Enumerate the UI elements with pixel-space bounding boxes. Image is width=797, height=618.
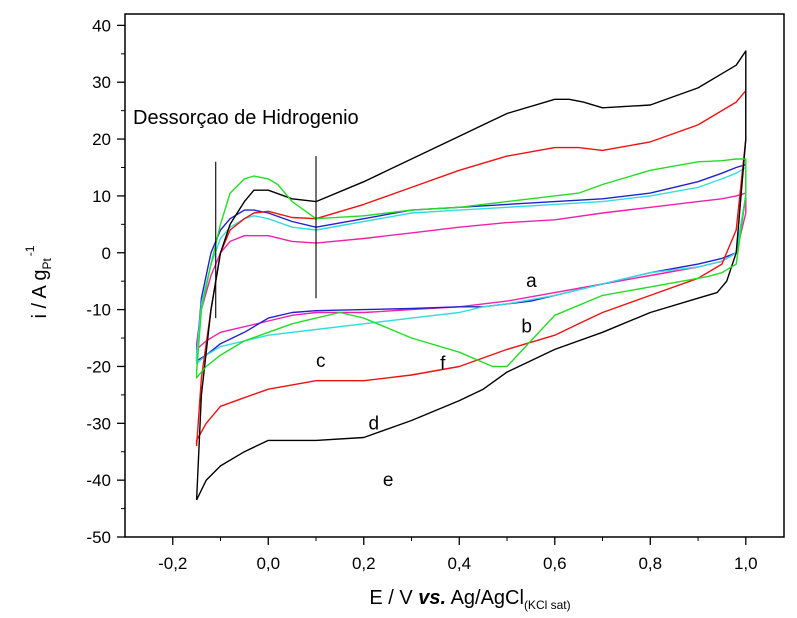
curve-e — [195, 50, 747, 501]
x-tick-label: 0,2 — [352, 554, 376, 573]
x-tick-label: 0,6 — [543, 554, 567, 573]
x-axis-title-reference: Ag/AgCl — [446, 587, 524, 609]
curve-label-d: d — [369, 413, 380, 434]
curve-labels: a b c d e f — [316, 271, 537, 491]
y-tick-label: 30 — [92, 73, 111, 92]
y-axis-title-subscript: Pt — [40, 258, 54, 270]
curve-label-e: e — [383, 470, 394, 491]
x-axis-title: E / V vs. Ag/AgCl(KCl sat) — [369, 587, 570, 612]
y-tick-label: 0 — [102, 244, 111, 263]
x-tick-label: 0,0 — [256, 554, 280, 573]
hydrogen-desorption-annotation: Dessorçao de Hidrogenio — [133, 107, 359, 129]
x-tick-label: 0,8 — [638, 554, 662, 573]
y-axis-title: i / A gPt-1 — [23, 245, 54, 318]
desorption-marker-lines — [215, 156, 317, 319]
x-tick-label: -0,2 — [158, 554, 187, 573]
curve-a — [195, 192, 747, 351]
y-tick-label: -50 — [86, 528, 111, 547]
curve-label-f: f — [440, 354, 446, 375]
x-tick-label: 0,4 — [447, 554, 471, 573]
y-tick-label: -40 — [86, 471, 111, 490]
y-tick-label: -10 — [86, 301, 111, 320]
y-axis-title-main: i / A g — [29, 270, 51, 319]
curve-f — [195, 158, 747, 379]
y-tick-label: 20 — [92, 130, 111, 149]
curve-label-a: a — [526, 271, 537, 292]
y-tick-label: -30 — [86, 414, 111, 433]
x-axis-title-main: E / V — [369, 587, 418, 609]
curve-label-c: c — [316, 351, 326, 372]
x-tick-label: 1,0 — [734, 554, 758, 573]
y-tick-label: 10 — [92, 187, 111, 206]
y-axis-title-superscript: -1 — [23, 245, 37, 256]
data-curves — [195, 50, 747, 501]
y-tick-label: 40 — [92, 16, 111, 35]
curve-label-b: b — [521, 317, 532, 338]
plot-frame — [124, 13, 785, 538]
y-tick-label: -20 — [86, 357, 111, 376]
axis-ticks: -0,2 0,0 0,2 0,4 0,6 0,8 1,0 -50 -40 -30 -20 -10 0 10… — [86, 16, 757, 573]
curve-c — [195, 166, 747, 365]
x-axis-title-vs: vs. — [418, 587, 446, 609]
x-axis-title-subscript: (KCl sat) — [524, 598, 571, 612]
curve-d — [195, 89, 747, 447]
